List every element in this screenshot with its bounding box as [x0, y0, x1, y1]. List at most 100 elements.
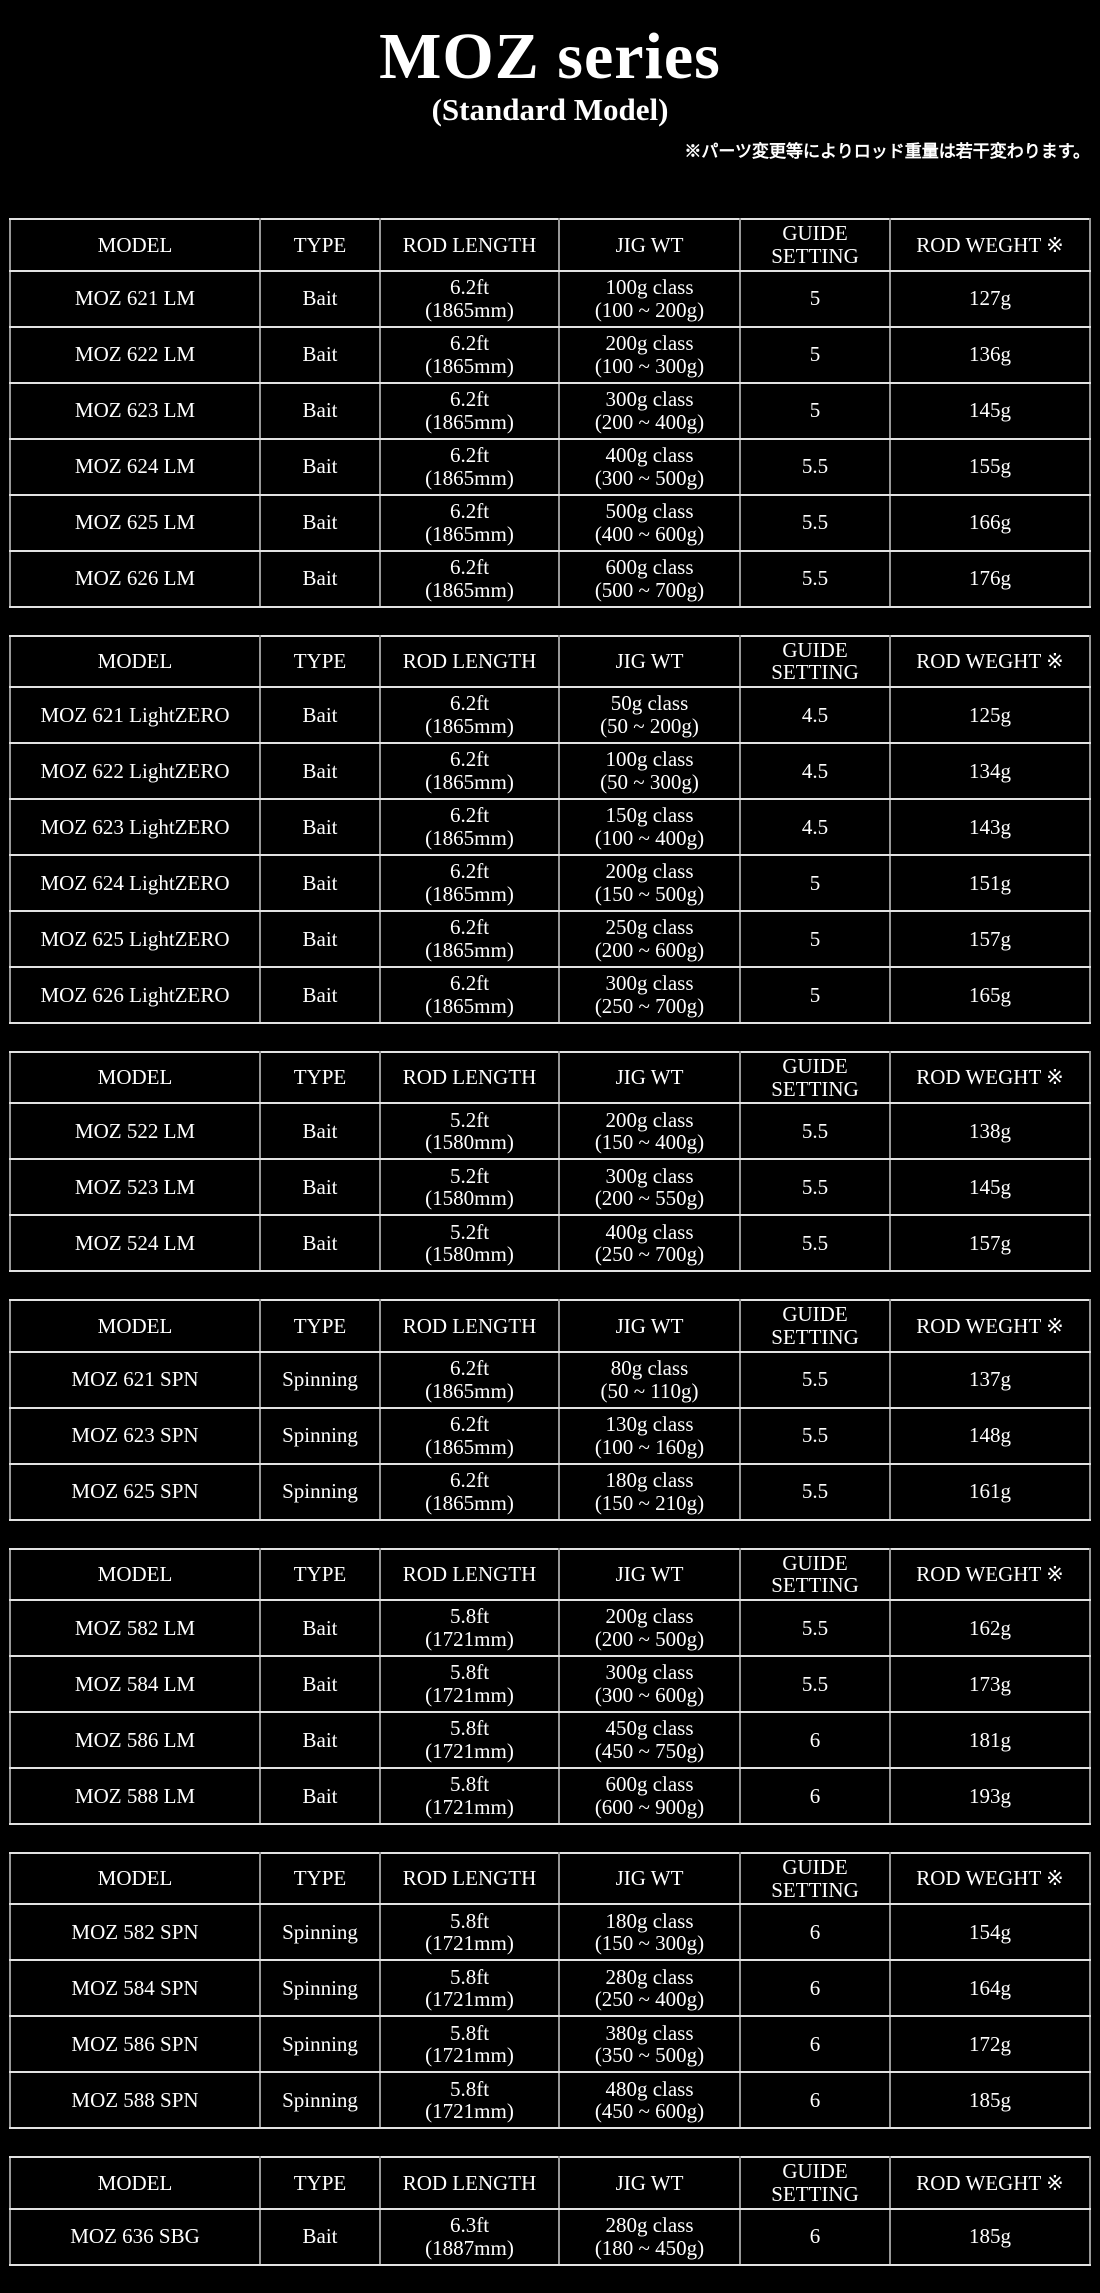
table-row: MOZ 623 SPN Spinning 6.2ft (1865mm) 130g… — [9, 1406, 1091, 1465]
header-row: MODEL TYPE ROD LENGTH JIG WT GUIDE SETTI… — [9, 1852, 1091, 1906]
type-cell: Bait — [259, 269, 381, 328]
jig-wt-cell: 150g class (100 ~ 400g) — [558, 798, 741, 857]
type-cell: Spinning — [259, 1350, 381, 1409]
type-cell: Spinning — [259, 1903, 381, 1962]
jig-wt-cell: 180g class (150 ~ 210g) — [558, 1462, 741, 1521]
header-row: MODEL TYPE ROD LENGTH JIG WT GUIDE SETTI… — [9, 1299, 1091, 1353]
guide-setting-cell: 6 — [739, 2071, 891, 2130]
guide-setting-cell: 5.5 — [739, 1102, 891, 1161]
spec-table: MODEL TYPE ROD LENGTH JIG WT GUIDE SETTI… — [9, 1547, 1091, 1826]
rod-weight-cell: 185g — [889, 2071, 1091, 2130]
type-cell: Bait — [259, 493, 381, 552]
model-cell: MOZ 586 LM — [9, 1711, 261, 1770]
column-header-rod-weight: ROD WEGHT ※ — [889, 634, 1091, 689]
rod-length-cell: 5.8ft (1721mm) — [379, 1959, 560, 2018]
type-cell: Bait — [259, 381, 381, 440]
jig-wt-cell: 600g class (500 ~ 700g) — [558, 549, 741, 608]
guide-setting-cell: 6 — [739, 2207, 891, 2266]
model-cell: MOZ 625 LM — [9, 493, 261, 552]
table-row: MOZ 625 LM Bait 6.2ft (1865mm) 500g clas… — [9, 493, 1091, 552]
column-header-guide-setting: GUIDE SETTING — [739, 218, 891, 272]
rod-weight-cell: 125g — [889, 686, 1091, 745]
column-header-model: MODEL — [9, 218, 261, 272]
rod-weight-cell: 127g — [889, 269, 1091, 328]
jig-wt-cell: 130g class (100 ~ 160g) — [558, 1406, 741, 1465]
guide-setting-cell: 4.5 — [739, 798, 891, 857]
jig-wt-cell: 80g class (50 ~ 110g) — [558, 1350, 741, 1409]
rod-length-cell: 6.2ft (1865mm) — [379, 1350, 560, 1409]
guide-setting-cell: 5.5 — [739, 1599, 891, 1658]
column-header-rod-weight: ROD WEGHT ※ — [889, 218, 1091, 272]
guide-setting-cell: 5.5 — [739, 549, 891, 608]
model-cell: MOZ 621 LightZERO — [9, 686, 261, 745]
page-subtitle: (Standard Model) — [431, 92, 669, 128]
rod-length-cell: 6.2ft (1865mm) — [379, 854, 560, 913]
column-header-rod-length: ROD LENGTH — [379, 1299, 560, 1353]
rod-weight-cell: 162g — [889, 1599, 1091, 1658]
jig-wt-cell: 300g class (200 ~ 550g) — [558, 1158, 741, 1217]
jig-wt-cell: 100g class (100 ~ 200g) — [558, 269, 741, 328]
rod-length-cell: 6.2ft (1865mm) — [379, 325, 560, 384]
model-cell: MOZ 523 LM — [9, 1158, 261, 1217]
table-row: MOZ 621 LM Bait 6.2ft (1865mm) 100g clas… — [9, 269, 1091, 328]
model-cell: MOZ 636 SBG — [9, 2207, 261, 2266]
column-header-type: TYPE — [259, 218, 381, 272]
jig-wt-cell: 300g class (250 ~ 700g) — [558, 966, 741, 1025]
guide-setting-cell: 5.5 — [739, 1462, 891, 1521]
column-header-jig-wt: JIG WT — [558, 218, 741, 272]
guide-setting-cell: 6 — [739, 1711, 891, 1770]
table-row: MOZ 584 SPN Spinning 5.8ft (1721mm) 280g… — [9, 1959, 1091, 2018]
guide-setting-cell: 4.5 — [739, 686, 891, 745]
guide-setting-cell: 6 — [739, 1767, 891, 1826]
spec-table: MODEL TYPE ROD LENGTH JIG WT GUIDE SETTI… — [9, 1299, 1091, 1521]
type-cell: Bait — [259, 1711, 381, 1770]
table-row: MOZ 626 LM Bait 6.2ft (1865mm) 600g clas… — [9, 549, 1091, 608]
model-cell: MOZ 626 LM — [9, 549, 261, 608]
column-header-rod-weight: ROD WEGHT ※ — [889, 1852, 1091, 1906]
table-row: MOZ 626 LightZERO Bait 6.2ft (1865mm) 30… — [9, 966, 1091, 1025]
table-row: MOZ 625 SPN Spinning 6.2ft (1865mm) 180g… — [9, 1462, 1091, 1521]
table-row: MOZ 636 SBG Bait 6.3ft (1887mm) 280g cla… — [9, 2207, 1091, 2266]
model-cell: MOZ 624 LM — [9, 437, 261, 496]
rod-length-cell: 6.2ft (1865mm) — [379, 437, 560, 496]
model-cell: MOZ 623 SPN — [9, 1406, 261, 1465]
rod-length-cell: 5.8ft (1721mm) — [379, 1767, 560, 1826]
header-row: MODEL TYPE ROD LENGTH JIG WT GUIDE SETTI… — [9, 634, 1091, 689]
table-row: MOZ 588 SPN Spinning 5.8ft (1721mm) 480g… — [9, 2071, 1091, 2130]
jig-wt-cell: 200g class (150 ~ 400g) — [558, 1102, 741, 1161]
rod-length-cell: 6.2ft (1865mm) — [379, 686, 560, 745]
model-cell: MOZ 584 LM — [9, 1655, 261, 1714]
spec-table: MODEL TYPE ROD LENGTH JIG WT GUIDE SETTI… — [9, 1852, 1091, 2130]
rod-length-cell: 6.2ft (1865mm) — [379, 966, 560, 1025]
guide-setting-cell: 5 — [739, 854, 891, 913]
rod-length-cell: 5.8ft (1721mm) — [379, 1903, 560, 1962]
guide-setting-cell: 6 — [739, 2015, 891, 2074]
rod-weight-cell: 157g — [889, 1214, 1091, 1273]
column-header-type: TYPE — [259, 634, 381, 689]
column-header-guide-setting: GUIDE SETTING — [739, 1547, 891, 1602]
weight-disclaimer-note: ※パーツ変更等によりロッド重量は若干変わります。 — [684, 142, 1090, 162]
guide-setting-cell: 5.5 — [739, 437, 891, 496]
rod-weight-cell: 166g — [889, 493, 1091, 552]
model-cell: MOZ 522 LM — [9, 1102, 261, 1161]
spec-table: MODEL TYPE ROD LENGTH JIG WT GUIDE SETTI… — [9, 1051, 1091, 1273]
table-row: MOZ 522 LM Bait 5.2ft (1580mm) 200g clas… — [9, 1102, 1091, 1161]
table-row: MOZ 623 LM Bait 6.2ft (1865mm) 300g clas… — [9, 381, 1091, 440]
column-header-model: MODEL — [9, 634, 261, 689]
model-cell: MOZ 524 LM — [9, 1214, 261, 1273]
rod-length-cell: 6.2ft (1865mm) — [379, 742, 560, 801]
jig-wt-cell: 100g class (50 ~ 300g) — [558, 742, 741, 801]
model-cell: MOZ 584 SPN — [9, 1959, 261, 2018]
guide-setting-cell: 5.5 — [739, 493, 891, 552]
tables-container: MODEL TYPE ROD LENGTH JIG WT GUIDE SETTI… — [0, 218, 1100, 2266]
table-row: MOZ 588 LM Bait 5.8ft (1721mm) 600g clas… — [9, 1767, 1091, 1826]
spec-table: MODEL TYPE ROD LENGTH JIG WT GUIDE SETTI… — [9, 218, 1091, 608]
type-cell: Bait — [259, 2207, 381, 2266]
type-cell: Bait — [259, 742, 381, 801]
column-header-type: TYPE — [259, 2156, 381, 2210]
guide-setting-cell: 5 — [739, 269, 891, 328]
table-row: MOZ 622 LM Bait 6.2ft (1865mm) 200g clas… — [9, 325, 1091, 384]
jig-wt-cell: 200g class (200 ~ 500g) — [558, 1599, 741, 1658]
jig-wt-cell: 280g class (250 ~ 400g) — [558, 1959, 741, 2018]
guide-setting-cell: 5.5 — [739, 1214, 891, 1273]
